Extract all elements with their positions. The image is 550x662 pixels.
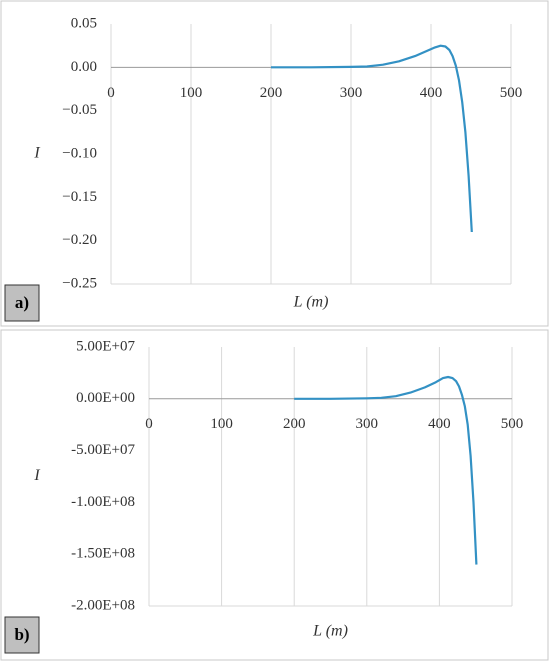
y-tick-label: -1.50E+08: [71, 546, 135, 562]
panel-label-box: [4, 616, 40, 654]
y-tick-label: -5.00E+07: [71, 442, 135, 458]
x-tick-label: 300: [356, 416, 379, 432]
x-tick-label: 200: [260, 85, 283, 101]
x-tick-label: 300: [340, 85, 363, 101]
x-tick-label: 100: [180, 85, 203, 101]
data-line: [294, 375, 478, 565]
x-tick-label: 500: [500, 85, 523, 101]
y-tick-label: −0.05: [62, 102, 97, 118]
y-tick-label: 0.05: [71, 15, 97, 31]
y-axis-label: I: [33, 145, 40, 162]
y-tick-label: −0.25: [62, 275, 97, 291]
y-tick-label: −0.20: [62, 232, 97, 248]
panel-label-box: [4, 284, 40, 322]
panel-frame: [0, 329, 549, 661]
x-axis-label: L (m): [312, 623, 348, 640]
panel-label: b): [14, 625, 29, 644]
x-axis-label: L (m): [293, 294, 329, 311]
x-tick-label: 400: [420, 85, 443, 101]
panel-frame: [0, 0, 549, 327]
x-tick-label: 0: [107, 85, 115, 101]
y-tick-label: 0.00: [71, 59, 97, 75]
data-line: [271, 44, 473, 233]
y-tick-label: -1.00E+08: [71, 494, 135, 510]
y-tick-label: 5.00E+07: [76, 338, 135, 354]
x-tick-label: 400: [428, 416, 451, 432]
panel-label: a): [15, 293, 29, 312]
x-tick-label: 500: [501, 416, 524, 432]
x-tick-label: 200: [283, 416, 306, 432]
y-tick-label: −0.15: [62, 189, 97, 205]
y-axis-label: I: [33, 467, 40, 484]
y-tick-label: 0.00E+00: [76, 390, 135, 406]
x-tick-label: 100: [210, 416, 233, 432]
y-tick-label: -2.00E+08: [71, 597, 135, 613]
x-tick-label: 0: [145, 416, 153, 432]
y-tick-label: −0.10: [62, 145, 97, 161]
